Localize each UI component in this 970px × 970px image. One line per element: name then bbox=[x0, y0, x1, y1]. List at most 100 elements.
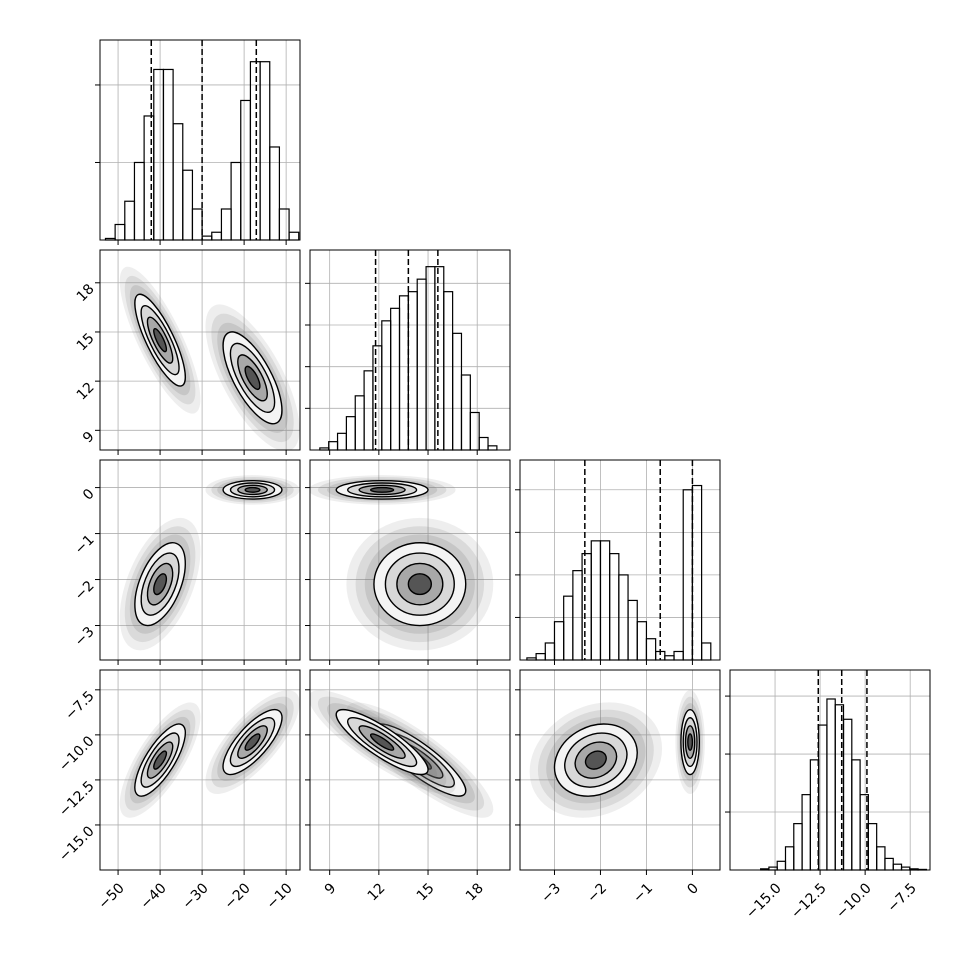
histogram-bar bbox=[544, 642, 556, 661]
histogram-bar bbox=[469, 411, 480, 451]
histogram-bar bbox=[211, 231, 223, 241]
histogram-bar bbox=[114, 223, 126, 241]
panel-frame bbox=[99, 249, 301, 451]
histogram-bar bbox=[434, 266, 445, 451]
histogram-bar bbox=[452, 332, 463, 451]
histogram-bar bbox=[876, 846, 886, 871]
x-tick-label: 12 bbox=[365, 880, 389, 904]
contour bbox=[244, 733, 261, 751]
histogram-bar bbox=[372, 345, 383, 451]
x-tick-label: −20 bbox=[222, 880, 254, 912]
contour bbox=[584, 750, 607, 770]
histogram-bar bbox=[249, 61, 261, 241]
y-tick-label: 18 bbox=[74, 281, 98, 305]
panel-frame bbox=[99, 669, 301, 871]
y-tick-label: −1 bbox=[72, 532, 98, 558]
y-tick-label: 0 bbox=[80, 486, 98, 504]
x-tick-label: −1 bbox=[630, 880, 656, 906]
y-tick-label: 15 bbox=[74, 330, 98, 354]
x-tick-label: −3 bbox=[538, 880, 564, 906]
panel-frame bbox=[309, 669, 511, 871]
histogram-bar bbox=[220, 208, 232, 241]
histogram-bar bbox=[172, 123, 184, 241]
contour bbox=[244, 486, 261, 493]
panel-frame bbox=[519, 459, 721, 661]
histogram-bar bbox=[691, 484, 703, 661]
histogram-bar bbox=[398, 295, 409, 451]
histogram-bar bbox=[153, 68, 165, 241]
x-tick-label: −12.5 bbox=[788, 880, 830, 922]
histogram-bar bbox=[535, 653, 546, 661]
panel-frame bbox=[309, 459, 511, 661]
histogram-bar bbox=[443, 291, 454, 451]
histogram-bar bbox=[460, 374, 471, 451]
contour bbox=[369, 486, 395, 493]
histogram-bar bbox=[826, 698, 836, 871]
histogram-bar bbox=[809, 759, 820, 871]
x-tick-label: −10.0 bbox=[833, 880, 875, 922]
histogram-bar bbox=[345, 416, 356, 451]
histogram-bar bbox=[240, 99, 252, 241]
x-tick-label: 9 bbox=[322, 880, 340, 898]
y-tick-label: −3 bbox=[72, 624, 98, 650]
panel-frame bbox=[309, 249, 511, 451]
histogram-bar bbox=[259, 61, 271, 241]
histogram-bar bbox=[801, 794, 811, 871]
y-tick-label: −10.0 bbox=[56, 733, 98, 775]
histogram-bar bbox=[609, 553, 620, 661]
histogram-bar bbox=[381, 320, 392, 451]
histogram-bar bbox=[230, 161, 242, 241]
histogram-bar bbox=[182, 169, 194, 241]
x-tick-label: 15 bbox=[414, 880, 438, 904]
histogram-bar bbox=[425, 266, 436, 451]
histogram-bar bbox=[851, 759, 861, 871]
histogram-bar bbox=[793, 823, 803, 871]
histogram-bar bbox=[664, 655, 675, 661]
histogram-bar bbox=[416, 278, 427, 451]
histogram-bar bbox=[143, 115, 155, 241]
histogram-bar bbox=[636, 621, 648, 661]
histogram-bar bbox=[553, 621, 565, 661]
x-tick-label: 0 bbox=[684, 880, 702, 898]
density bbox=[119, 475, 300, 651]
density bbox=[529, 690, 705, 818]
histogram-bar bbox=[701, 642, 712, 661]
contour bbox=[369, 733, 395, 751]
x-tick-label: −40 bbox=[138, 880, 170, 912]
histogram-bar bbox=[673, 650, 684, 661]
histogram-bar bbox=[590, 540, 602, 661]
y-tick-label: −15.0 bbox=[56, 823, 98, 865]
contour bbox=[153, 750, 168, 770]
y-tick-label: −12.5 bbox=[56, 778, 98, 820]
panel-frame bbox=[729, 669, 931, 871]
contour bbox=[244, 365, 261, 391]
histogram-bar bbox=[581, 553, 592, 661]
histogram-bar bbox=[842, 718, 853, 871]
x-tick-label: −50 bbox=[96, 880, 128, 912]
panel-frame bbox=[99, 459, 301, 661]
histogram-bar bbox=[162, 68, 174, 241]
histogram-bar bbox=[336, 432, 347, 451]
contour bbox=[153, 327, 168, 353]
density bbox=[119, 266, 300, 450]
contour bbox=[407, 573, 433, 596]
x-tick-label: −10 bbox=[264, 880, 296, 912]
x-tick-label: −2 bbox=[584, 880, 610, 906]
x-tick-label: −7.5 bbox=[884, 880, 919, 915]
histogram-bar bbox=[892, 863, 903, 871]
histogram-bar bbox=[563, 595, 574, 661]
histogram-bar bbox=[884, 857, 894, 871]
histogram-bar bbox=[776, 860, 787, 871]
histogram-bar bbox=[354, 395, 365, 451]
x-tick-label: 18 bbox=[463, 880, 487, 904]
contour bbox=[687, 733, 694, 751]
contour bbox=[153, 573, 168, 596]
histogram-bar bbox=[572, 570, 583, 661]
histogram-bar bbox=[627, 599, 638, 661]
histogram-bar bbox=[390, 307, 401, 451]
y-tick-label: 9 bbox=[80, 429, 98, 447]
y-tick-label: −7.5 bbox=[62, 688, 97, 723]
y-tick-label: −2 bbox=[72, 578, 98, 604]
